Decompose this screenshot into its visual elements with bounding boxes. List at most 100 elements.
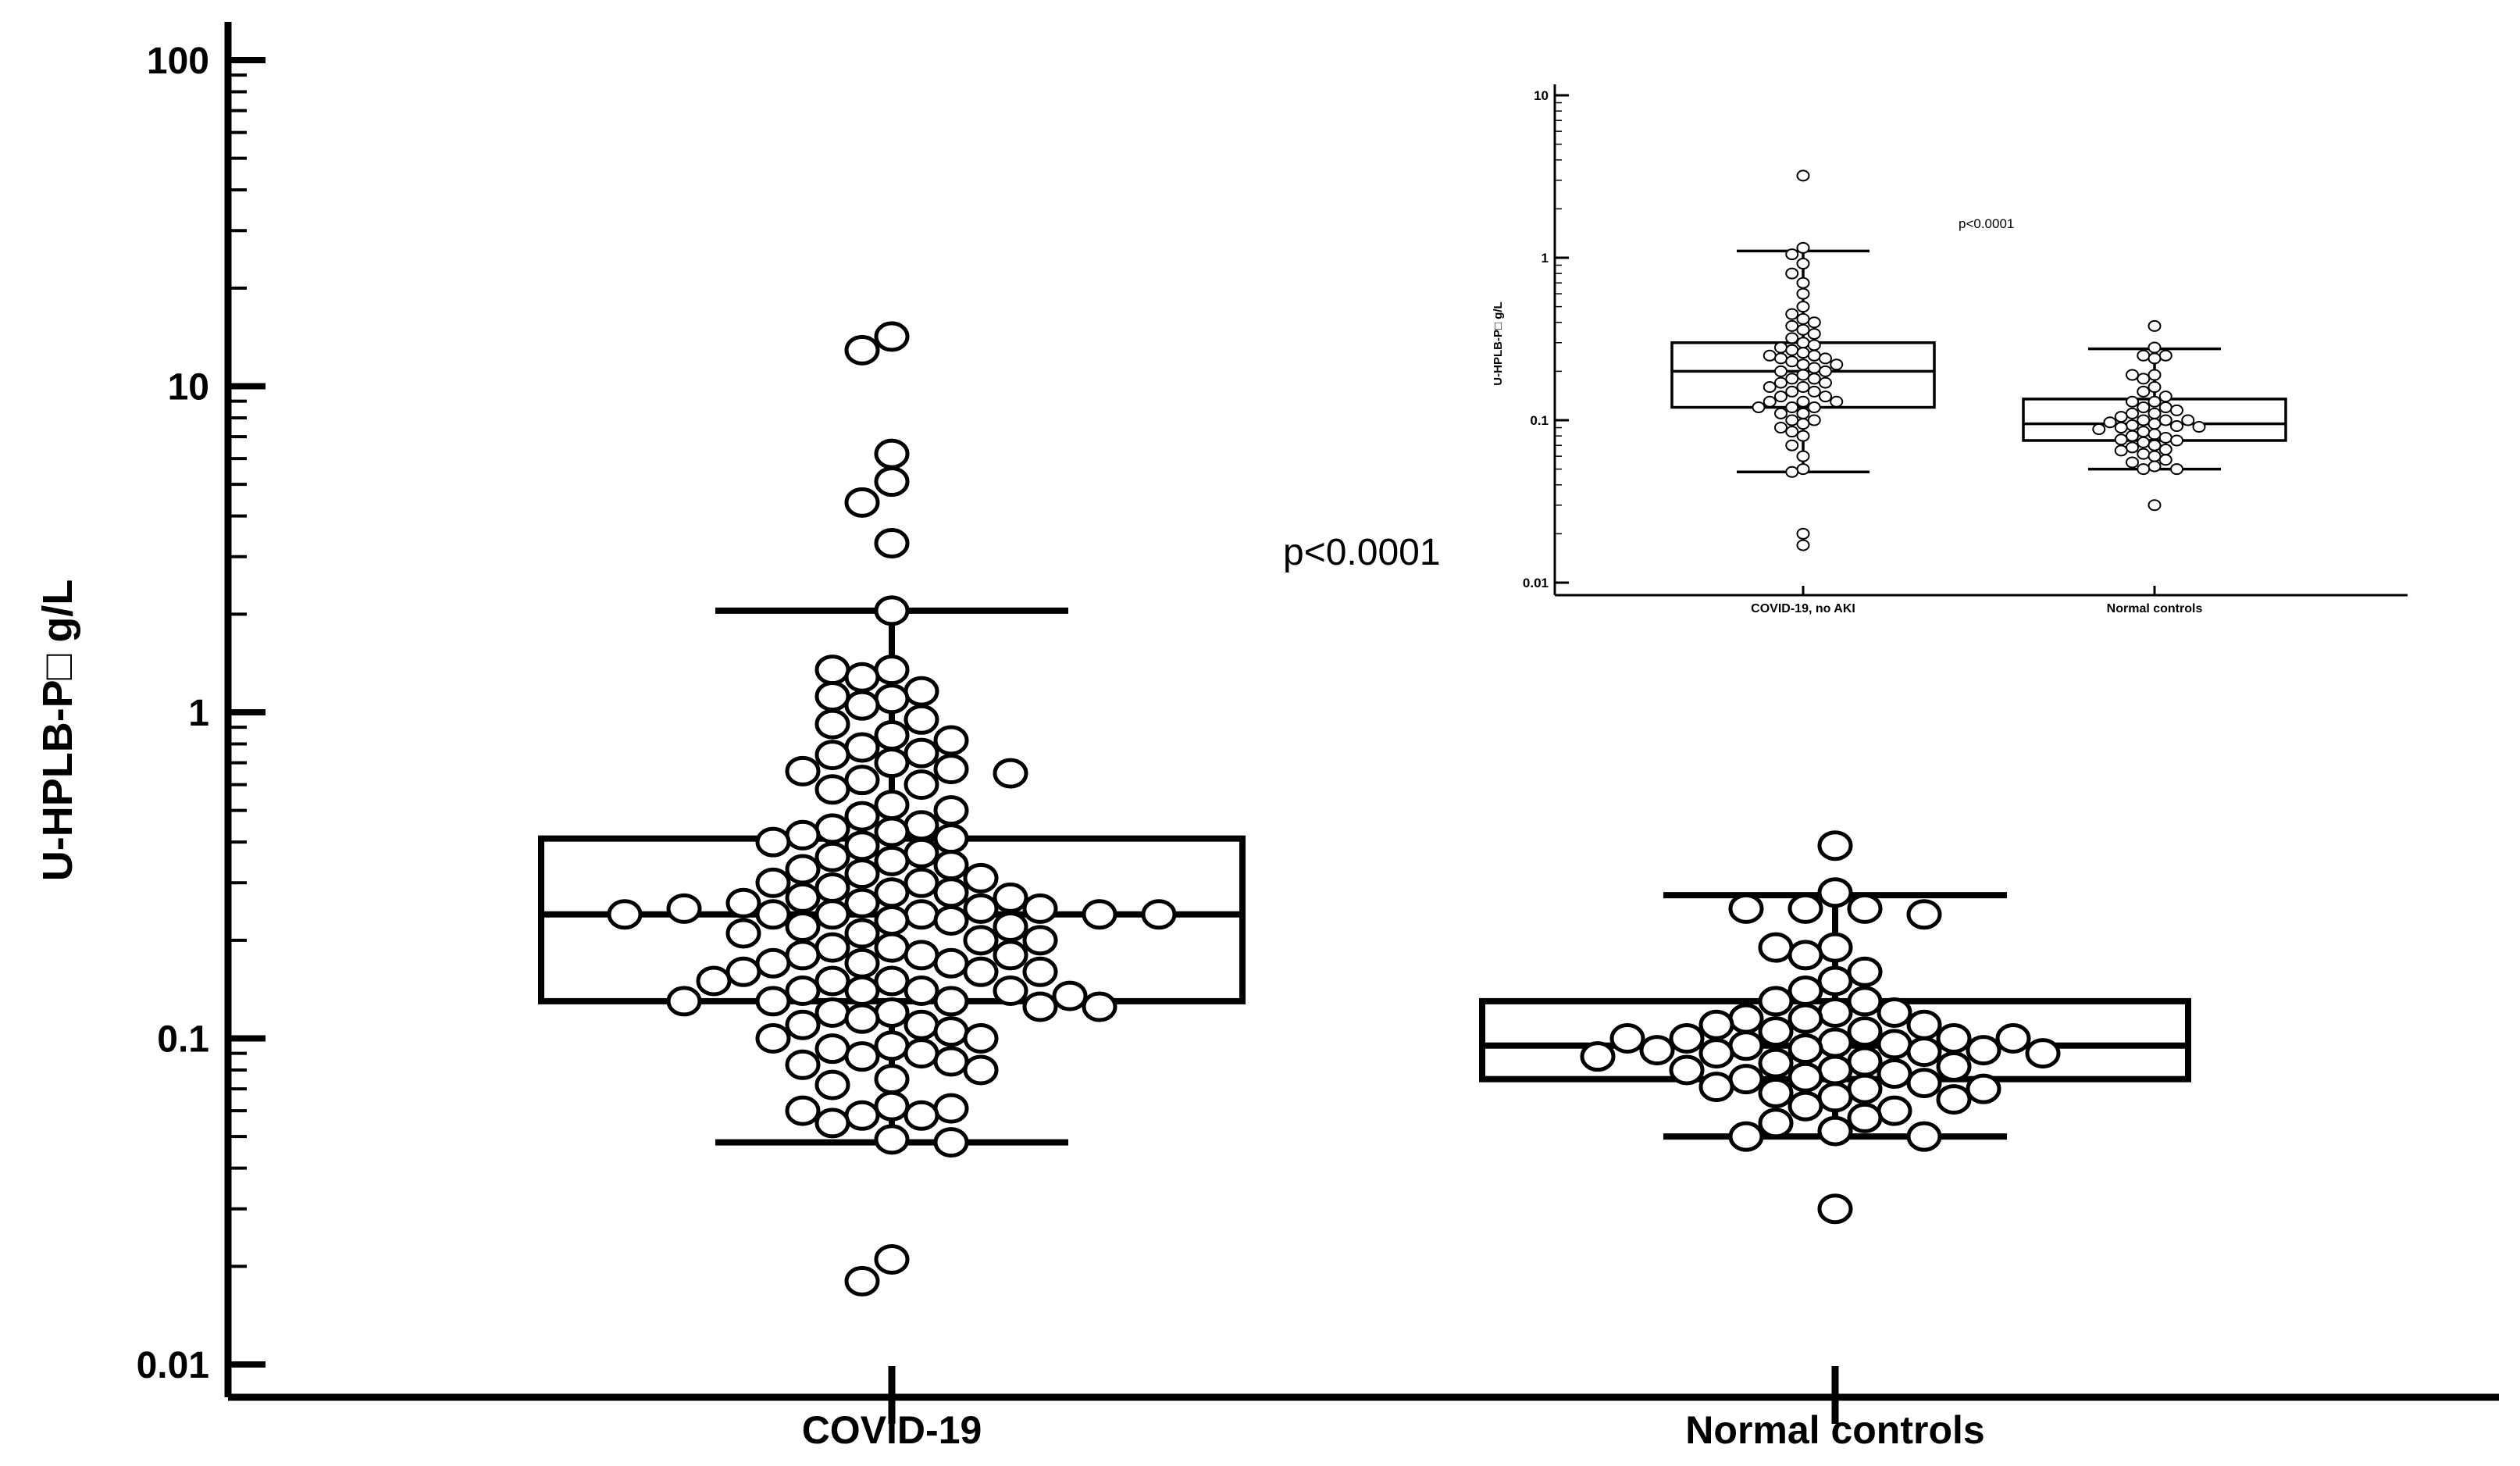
inset-y-tick-label: 0.1 bbox=[1530, 413, 1549, 428]
inset-data-point bbox=[2148, 381, 2162, 394]
inset-data-point bbox=[2158, 349, 2172, 362]
main-data-point bbox=[1877, 1058, 1912, 1090]
main-data-point bbox=[755, 867, 791, 898]
inset-data-point bbox=[2126, 441, 2139, 454]
main-data-point bbox=[1847, 1016, 1883, 1047]
inset-chart: 0.01 0.1 1 10 COVID-19, no AKI Normal control… bbox=[1492, 84, 2408, 615]
inset-data-point bbox=[1774, 391, 1788, 403]
main-y-axis-label: U-HPLB-P□ g/L bbox=[34, 580, 81, 882]
main-data-point bbox=[1788, 1090, 1823, 1122]
main-data-point bbox=[874, 655, 910, 686]
main-data-point bbox=[814, 932, 850, 963]
inset-data-point bbox=[1785, 355, 1799, 368]
inset-data-point bbox=[1819, 352, 1832, 365]
main-data-point bbox=[1877, 1095, 1912, 1126]
main-data-point bbox=[814, 997, 850, 1028]
main-data-point bbox=[844, 1100, 880, 1131]
main-data-point bbox=[755, 1023, 791, 1054]
main-data-point bbox=[904, 975, 939, 1006]
main-data-point bbox=[963, 925, 999, 956]
main-data-point bbox=[844, 830, 880, 861]
main-data-point bbox=[1906, 1036, 1942, 1068]
inset-data-point bbox=[2148, 341, 2162, 354]
main-data-point bbox=[755, 947, 791, 979]
main-axes: 0.01 0.1 1 10 100 COVID-19 Normal controls bbox=[137, 22, 2499, 1452]
inset-y-tick-label: 1 bbox=[1542, 251, 1549, 266]
main-data-point bbox=[1817, 830, 1853, 861]
inset-data-point bbox=[2148, 439, 2162, 451]
main-data-point bbox=[844, 887, 880, 918]
main-data-point bbox=[933, 795, 969, 826]
main-data-point bbox=[874, 528, 910, 559]
inset-data-point bbox=[2148, 319, 2162, 332]
main-data-point bbox=[1758, 1047, 1794, 1079]
inset-data-point bbox=[2170, 434, 2183, 447]
main-y-tick-label: 0.01 bbox=[137, 1345, 209, 1386]
inset-data-point bbox=[1796, 539, 1810, 551]
main-data-point bbox=[814, 899, 850, 930]
inset-data-point bbox=[2170, 404, 2183, 416]
main-data-point bbox=[755, 986, 791, 1017]
inset-data-point bbox=[1796, 337, 1810, 349]
inset-data-point bbox=[2137, 436, 2151, 448]
main-data-point bbox=[963, 893, 999, 924]
main-data-point bbox=[1966, 1035, 2001, 1066]
inset-data-point bbox=[2158, 454, 2172, 466]
main-data-point bbox=[1847, 986, 1883, 1017]
inset-data-point bbox=[1774, 341, 1788, 354]
main-data-point bbox=[933, 1046, 969, 1077]
main-data-point bbox=[814, 740, 850, 771]
main-data-point bbox=[1788, 1033, 1823, 1065]
main-data-point bbox=[844, 765, 880, 796]
main-data-point bbox=[814, 965, 850, 997]
main-data-point bbox=[696, 965, 732, 997]
main-data-point bbox=[874, 997, 910, 1028]
main-data-point bbox=[1995, 1023, 2031, 1054]
main-data-point bbox=[814, 1069, 850, 1100]
inset-data-point bbox=[1785, 373, 1799, 385]
inset-data-point bbox=[2148, 418, 2162, 430]
main-data-point bbox=[814, 1033, 850, 1065]
inset-data-point bbox=[1796, 450, 1810, 462]
main-data-point bbox=[1817, 1082, 1853, 1113]
main-data-point bbox=[844, 918, 880, 949]
inset-data-point bbox=[2126, 407, 2139, 419]
inset-data-point bbox=[1774, 352, 1788, 365]
main-data-point bbox=[666, 986, 702, 1017]
main-data-point bbox=[933, 754, 969, 785]
inset-data-point bbox=[1763, 349, 1777, 362]
inset-data-point bbox=[2126, 430, 2139, 442]
main-data-point bbox=[904, 810, 939, 841]
inset-data-point bbox=[2181, 414, 2195, 426]
main-data-point bbox=[1906, 899, 1942, 930]
main-data-point bbox=[904, 769, 939, 801]
main-data-point bbox=[874, 747, 910, 779]
inset-data-point bbox=[1785, 465, 1799, 478]
inset-data-point bbox=[2114, 433, 2128, 446]
main-data-point bbox=[904, 1100, 939, 1131]
main-x-tick-label: Normal controls bbox=[1685, 1408, 1984, 1452]
main-data-point bbox=[844, 690, 880, 721]
main-data-point bbox=[1847, 1073, 1883, 1104]
inset-data-point bbox=[1796, 463, 1810, 476]
main-data-point bbox=[844, 947, 880, 979]
main-data-point bbox=[993, 911, 1028, 943]
main-data-point bbox=[1877, 1029, 1912, 1060]
main-data-point bbox=[785, 1009, 821, 1040]
main-data-point bbox=[874, 845, 910, 876]
inset-data-point bbox=[2126, 395, 2139, 408]
inset-data-point bbox=[1796, 323, 1810, 336]
main-data-point bbox=[814, 1108, 850, 1139]
inset-data-point bbox=[1774, 376, 1788, 389]
main-points bbox=[607, 321, 2061, 1297]
main-data-point bbox=[755, 826, 791, 858]
main-data-point bbox=[1669, 1023, 1705, 1054]
main-data-point bbox=[874, 595, 910, 626]
main-data-point bbox=[1817, 997, 1853, 1028]
main-data-point bbox=[1788, 1003, 1823, 1034]
main-y-tick-label: 1 bbox=[188, 693, 209, 734]
main-data-point bbox=[785, 1049, 821, 1080]
inset-data-point bbox=[2137, 414, 2151, 426]
main-data-point bbox=[814, 872, 850, 903]
main-data-point bbox=[904, 1038, 939, 1069]
